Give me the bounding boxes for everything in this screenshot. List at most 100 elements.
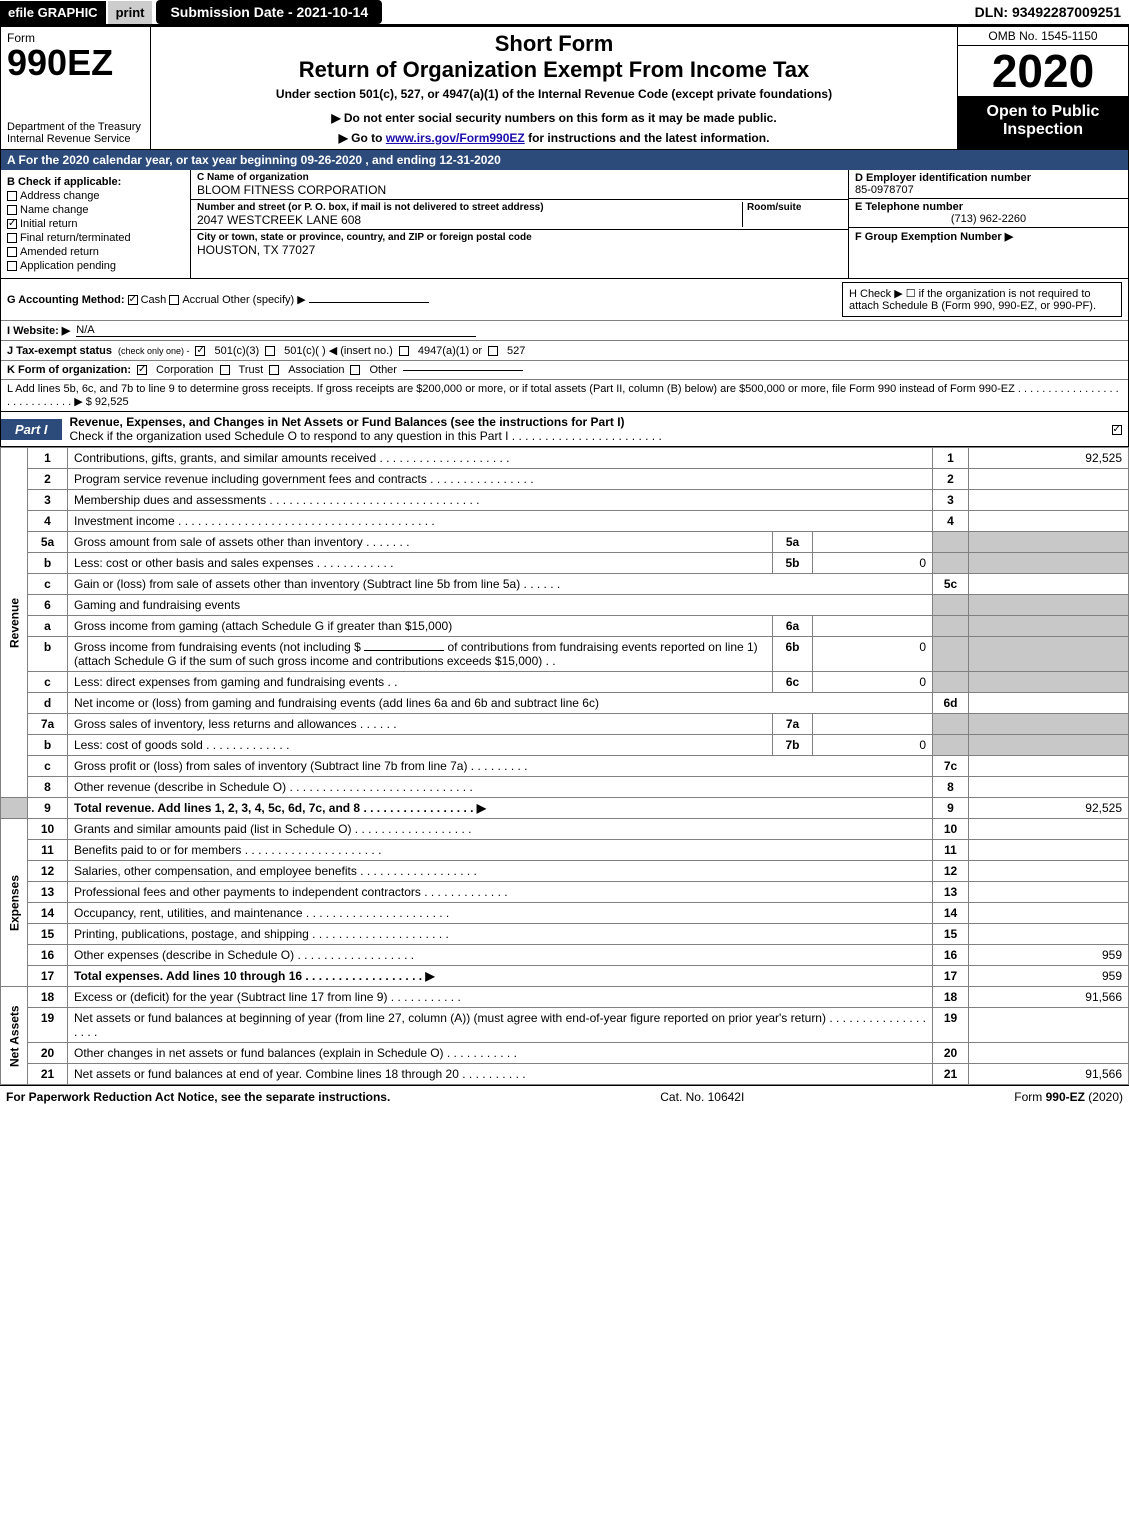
header-center: Short Form Return of Organization Exempt… (151, 27, 958, 149)
lbl-address: Address change (20, 190, 100, 202)
part1-title-text: Revenue, Expenses, and Changes in Net As… (70, 415, 625, 429)
e-val: (713) 962-2260 (855, 213, 1122, 225)
dln-label: DLN: 93492287009251 (967, 0, 1129, 24)
table-row: 12 Salaries, other compensation, and emp… (1, 861, 1129, 882)
i-lbl: I Website: ▶ (7, 324, 70, 337)
l7c-amt (969, 756, 1129, 777)
l6b-sv: 0 (813, 637, 933, 672)
l21-amt: 91,566 (969, 1064, 1129, 1085)
l20-amt (969, 1043, 1129, 1064)
l12-ln: 12 (933, 861, 969, 882)
l5a-sn: 5a (773, 532, 813, 553)
l12-num: 12 (28, 861, 68, 882)
l3-desc: Membership dues and assessments . . . . … (68, 490, 933, 511)
l15-num: 15 (28, 924, 68, 945)
k-lbl: K Form of organization: (7, 364, 131, 376)
l10-num: 10 (28, 819, 68, 840)
lbl-corp: Corporation (156, 364, 213, 376)
chk-corp[interactable] (137, 365, 147, 375)
l6c-sv: 0 (813, 672, 933, 693)
table-row: c Less: direct expenses from gaming and … (1, 672, 1129, 693)
l3-ln: 3 (933, 490, 969, 511)
l6d-num: d (28, 693, 68, 714)
chk-initial[interactable] (7, 219, 17, 229)
l6d-desc: Net income or (loss) from gaming and fun… (68, 693, 933, 714)
l19-ln: 19 (933, 1008, 969, 1043)
open-public: Open to Public Inspection (958, 97, 1128, 149)
l9-amt: 92,525 (969, 798, 1129, 819)
l1-amt: 92,525 (969, 448, 1129, 469)
part1-check-note: Check if the organization used Schedule … (70, 429, 662, 443)
box-b-head: B Check if applicable: (7, 176, 184, 188)
table-row: 15 Printing, publications, postage, and … (1, 924, 1129, 945)
l15-ln: 15 (933, 924, 969, 945)
l7a-ln-shade (933, 714, 969, 735)
chk-cash[interactable] (128, 295, 138, 305)
lbl-final: Final return/terminated (20, 232, 131, 244)
chk-pending[interactable] (7, 261, 17, 271)
chk-501c3[interactable] (195, 346, 205, 356)
l10-desc: Grants and similar amounts paid (list in… (68, 819, 933, 840)
j-note: (check only one) - (118, 346, 190, 356)
header-right: OMB No. 1545-1150 2020 Open to Public In… (958, 27, 1128, 149)
l6a-desc: Gross income from gaming (attach Schedul… (68, 616, 773, 637)
l6a-ln-shade (933, 616, 969, 637)
l20-ln: 20 (933, 1043, 969, 1064)
l1-num: 1 (28, 448, 68, 469)
l5b-num: b (28, 553, 68, 574)
l4-desc: Investment income . . . . . . . . . . . … (68, 511, 933, 532)
chk-other-org[interactable] (350, 365, 360, 375)
l6a-num: a (28, 616, 68, 637)
table-row: d Net income or (loss) from gaming and f… (1, 693, 1129, 714)
submission-date: Submission Date - 2021-10-14 (156, 0, 382, 24)
side-netassets: Net Assets (1, 987, 28, 1085)
dept-text: Department of the Treasury (7, 121, 141, 133)
table-row: 17 Total expenses. Add lines 10 through … (1, 966, 1129, 987)
chk-name[interactable] (7, 205, 17, 215)
print-button[interactable]: print (108, 1, 153, 24)
chk-4947[interactable] (399, 346, 409, 356)
l11-ln: 11 (933, 840, 969, 861)
table-row: a Gross income from gaming (attach Sched… (1, 616, 1129, 637)
l3-num: 3 (28, 490, 68, 511)
l5b-sv: 0 (813, 553, 933, 574)
l6b-sn: 6b (773, 637, 813, 672)
l20-num: 20 (28, 1043, 68, 1064)
chk-assoc[interactable] (269, 365, 279, 375)
chk-accrual[interactable] (169, 295, 179, 305)
lbl-amended: Amended return (20, 246, 99, 258)
irs-link[interactable]: www.irs.gov/Form990EZ (386, 131, 525, 145)
l7c-num: c (28, 756, 68, 777)
l16-num: 16 (28, 945, 68, 966)
form-subtitle: Under section 501(c), 527, or 4947(a)(1)… (159, 87, 949, 101)
chk-part1-scho[interactable] (1112, 425, 1122, 435)
l6c-desc: Less: direct expenses from gaming and fu… (68, 672, 773, 693)
form-header: Form 990EZ Department of the Treasury In… (0, 26, 1129, 150)
l7b-desc: Less: cost of goods sold . . . . . . . .… (68, 735, 773, 756)
chk-amended[interactable] (7, 247, 17, 257)
l6-desc: Gaming and fundraising events (68, 595, 933, 616)
table-row: Expenses 10 Grants and similar amounts p… (1, 819, 1129, 840)
l1-ln: 1 (933, 448, 969, 469)
goto-pre: ▶ Go to (339, 131, 386, 145)
e-lbl: E Telephone number (855, 201, 1122, 213)
l6c-amt-shade (969, 672, 1129, 693)
l6b-d1: Gross income from fundraising events (no… (74, 640, 361, 654)
lines-table: Revenue 1 Contributions, gifts, grants, … (0, 447, 1129, 1085)
chk-trust[interactable] (220, 365, 230, 375)
chk-final[interactable] (7, 233, 17, 243)
table-row: b Less: cost of goods sold . . . . . . .… (1, 735, 1129, 756)
l5a-desc: Gross amount from sale of assets other t… (68, 532, 773, 553)
efile-label: efile GRAPHIC (0, 1, 106, 24)
footer-right: Form 990-EZ (2020) (1014, 1090, 1123, 1104)
box-c: C Name of organization BLOOM FITNESS COR… (191, 170, 848, 278)
chk-527[interactable] (488, 346, 498, 356)
row-k: K Form of organization: Corporation Trus… (1, 361, 1128, 380)
chk-501c[interactable] (265, 346, 275, 356)
lbl-other-org: Other (369, 364, 397, 376)
table-row: 9 Total revenue. Add lines 1, 2, 3, 4, 5… (1, 798, 1129, 819)
l13-num: 13 (28, 882, 68, 903)
part1-check[interactable] (1108, 422, 1128, 436)
chk-address[interactable] (7, 191, 17, 201)
info-block: B Check if applicable: Address change Na… (0, 170, 1129, 279)
